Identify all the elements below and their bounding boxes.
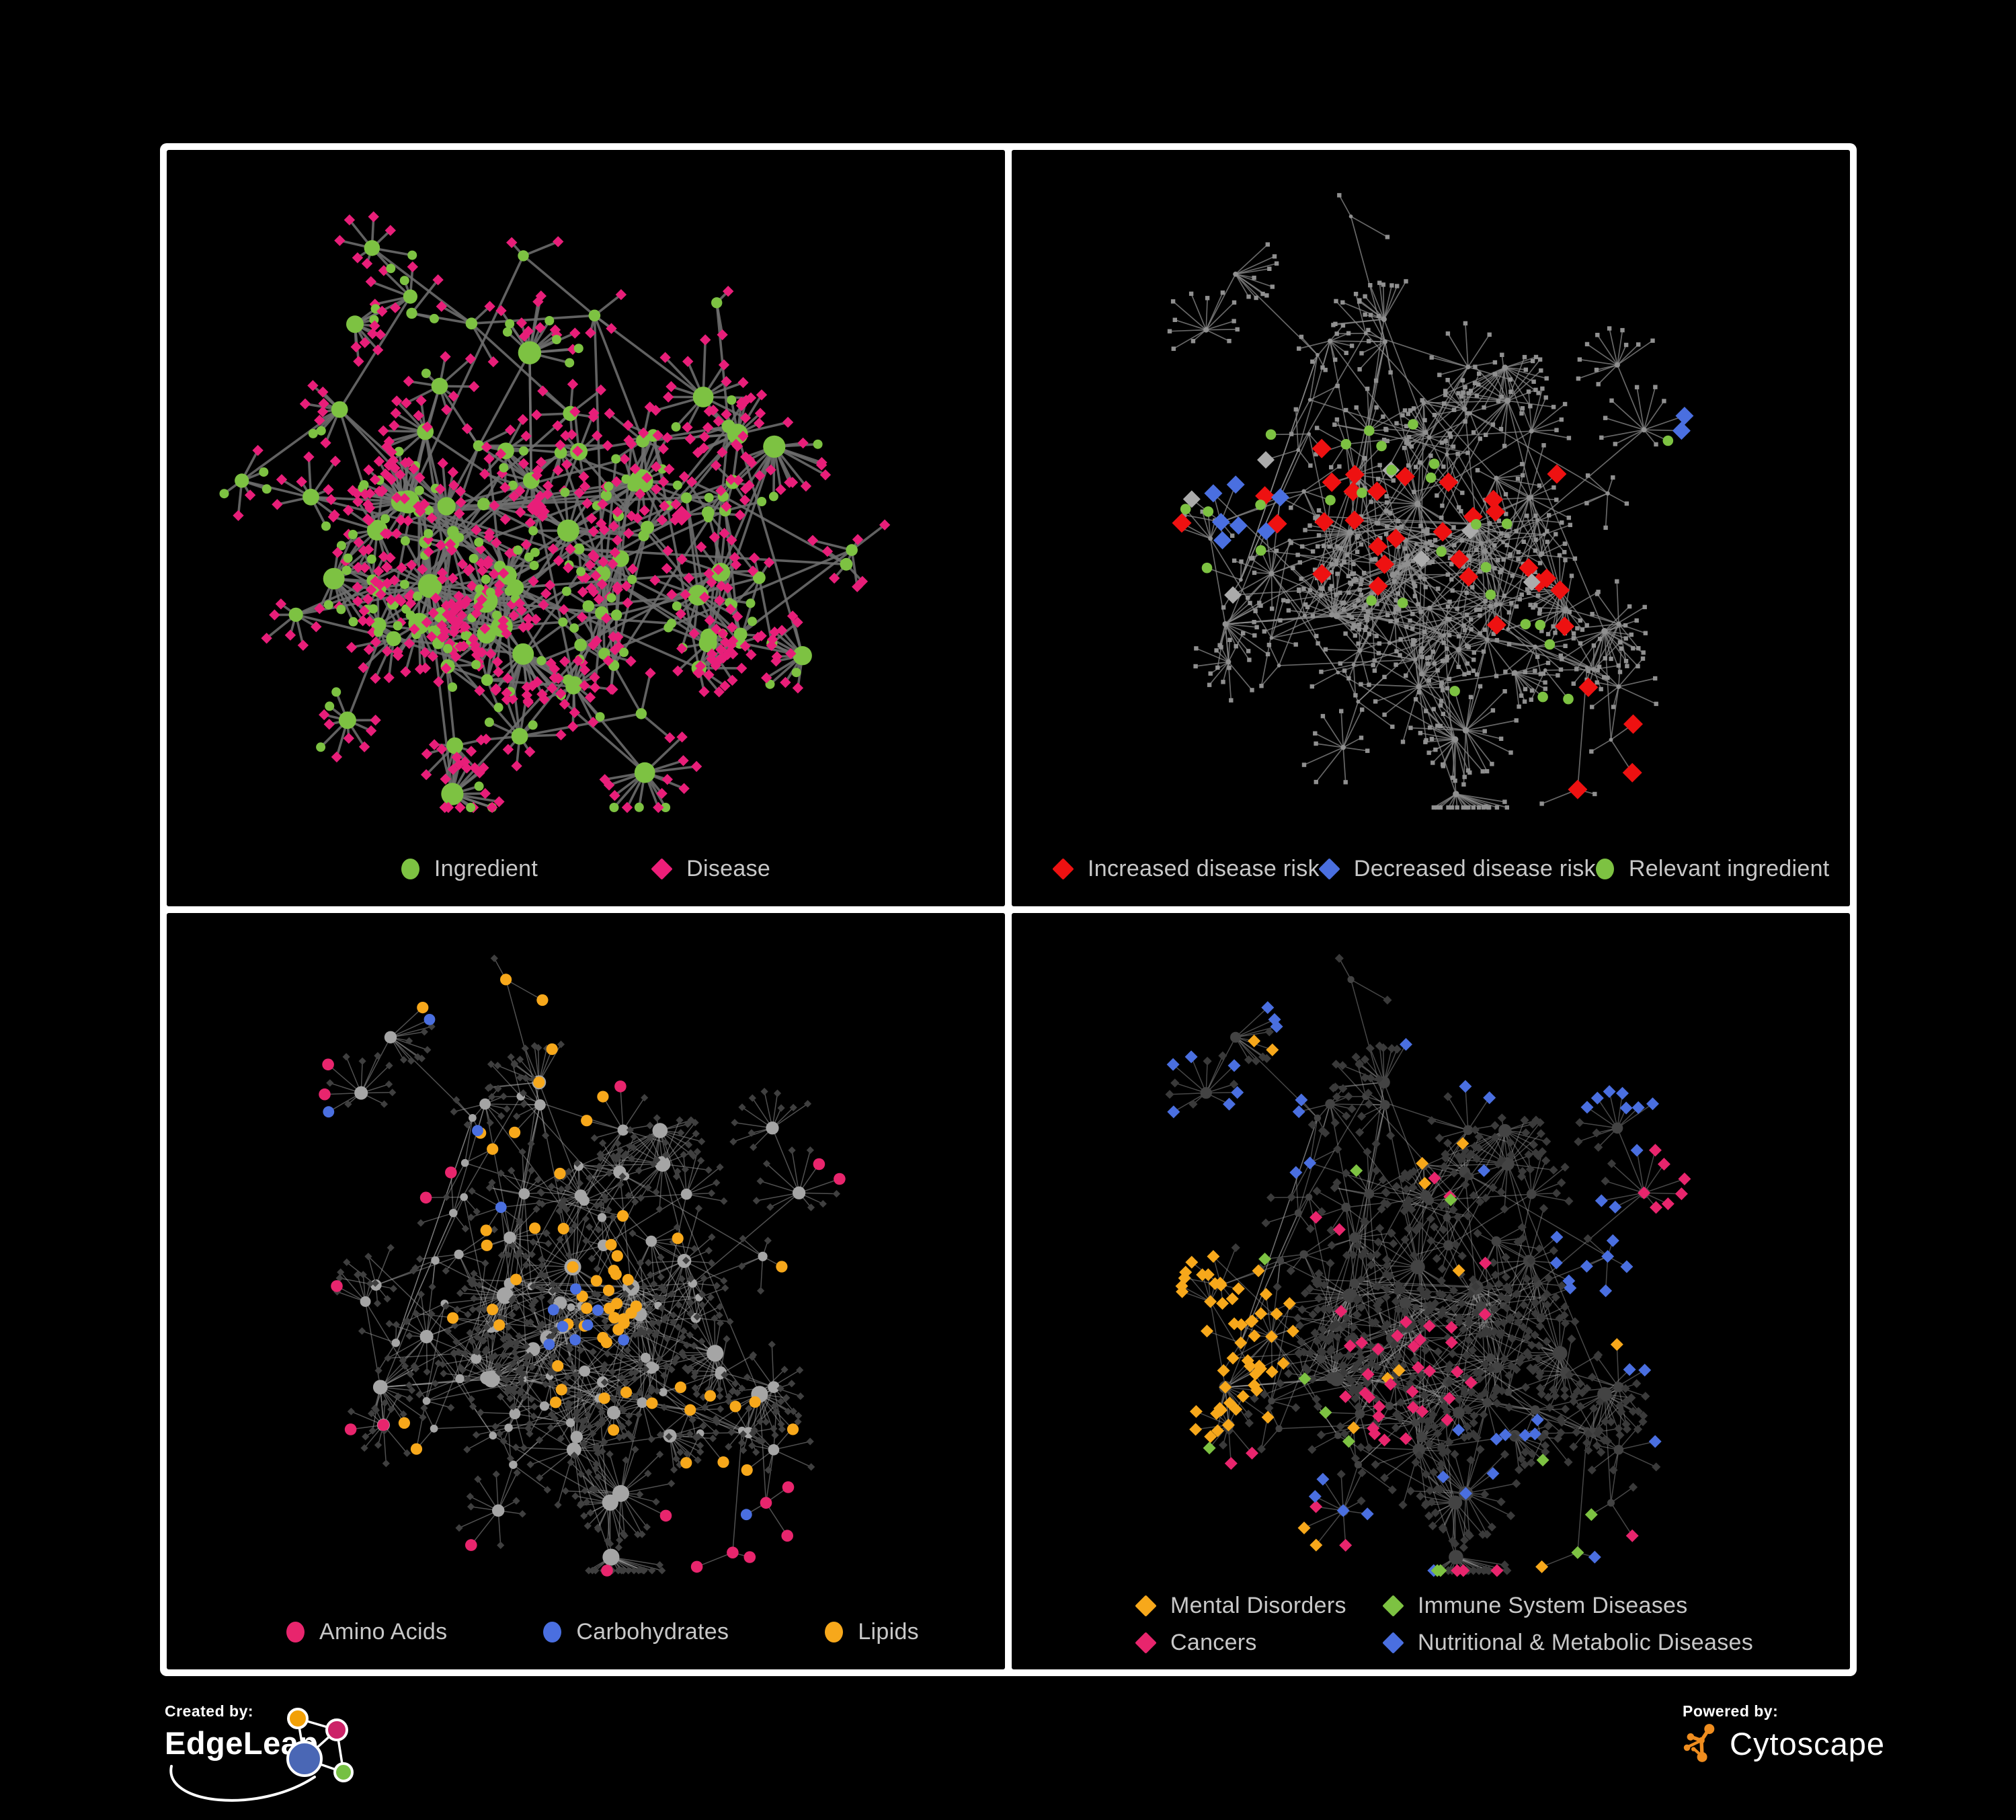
carbohydrates-marker-icon <box>543 1622 562 1643</box>
legend-item: Amino Acids <box>286 1619 447 1645</box>
legend-label: Lipids <box>858 1619 919 1645</box>
network-graph-disease-risk <box>1167 193 1694 810</box>
legend-item: Nutritional & Metabolic Diseases <box>1382 1630 1837 1656</box>
disease-marker-icon <box>651 858 673 880</box>
legend-label: Carbohydrates <box>576 1619 729 1645</box>
cytoscape-logo-icon <box>1683 1724 1715 1762</box>
nutritional-metabolic-marker-icon <box>1382 1632 1404 1654</box>
legend-label: Mental Disorders <box>1170 1593 1346 1618</box>
network-graph-ingredient-disease <box>219 211 891 814</box>
ingredient-marker-icon <box>401 859 419 879</box>
network-graph-disease-categories <box>1165 953 1691 1577</box>
legend-label: Immune System Diseases <box>1418 1593 1688 1618</box>
amino-acids-marker-icon <box>286 1622 305 1643</box>
panel-nutrient-classes: Amino Acids Carbohydrates Lipids <box>167 913 1005 1669</box>
network-graph-nutrient-classes <box>319 954 846 1577</box>
decreased-risk-marker-icon <box>1318 858 1340 880</box>
powered-by-label: Powered by: <box>1683 1702 1779 1720</box>
panel-disease-risk: Increased disease risk Decreased disease… <box>1012 150 1850 906</box>
cytoscape-credit: Powered by: Cytoscape <box>1683 1702 1885 1764</box>
panel-disease-categories: Mental Disorders Immune System Diseases … <box>1012 913 1850 1669</box>
edgeleap-credit: Created by: EdgeLeap <box>165 1702 354 1802</box>
legend-item: Ingredient <box>401 856 538 882</box>
legend-item: Decreased disease risk <box>1318 856 1596 882</box>
legend-item: Mental Disorders <box>1135 1593 1383 1619</box>
legend-item: Carbohydrates <box>543 1619 729 1645</box>
legend-label: Increased disease risk <box>1088 856 1320 881</box>
legend-label: Disease <box>686 856 771 881</box>
legend-label: Relevant ingredient <box>1628 856 1830 881</box>
panel-ingredient-disease: Ingredient Disease <box>167 150 1005 906</box>
legend-label: Decreased disease risk <box>1353 856 1596 881</box>
mental-disorders-marker-icon <box>1135 1595 1157 1617</box>
legend-item: Cancers <box>1135 1630 1383 1656</box>
increased-risk-marker-icon <box>1052 858 1074 880</box>
legend-item: Increased disease risk <box>1052 856 1320 882</box>
legend-ingredient-disease: Ingredient Disease <box>167 856 1005 882</box>
legend-item: Relevant ingredient <box>1595 856 1830 882</box>
relevant-ingredient-marker-icon <box>1595 859 1614 879</box>
legend-disease-categories: Mental Disorders Immune System Diseases … <box>1135 1593 1837 1656</box>
legend-item: Lipids <box>825 1619 919 1645</box>
legend-label: Cancers <box>1170 1630 1257 1655</box>
legend-disease-risk: Increased disease risk Decreased disease… <box>1012 856 1850 882</box>
quad-panel-frame: Ingredient Disease Increased disease ris… <box>160 143 1857 1676</box>
lipids-marker-icon <box>825 1622 844 1643</box>
immune-system-diseases-marker-icon <box>1382 1595 1404 1617</box>
legend-item: Disease <box>651 856 771 882</box>
created-by-label: Created by: <box>165 1702 254 1720</box>
legend-label: Nutritional & Metabolic Diseases <box>1418 1630 1754 1655</box>
legend-label: Amino Acids <box>319 1619 448 1645</box>
legend-nutrient-classes: Amino Acids Carbohydrates Lipids <box>167 1619 1005 1645</box>
legend-item: Immune System Diseases <box>1382 1593 1837 1619</box>
cancers-marker-icon <box>1135 1632 1157 1654</box>
edgeleap-logo-icon <box>169 1708 354 1802</box>
cytoscape-name: Cytoscape <box>1730 1725 1886 1762</box>
legend-label: Ingredient <box>434 856 538 881</box>
